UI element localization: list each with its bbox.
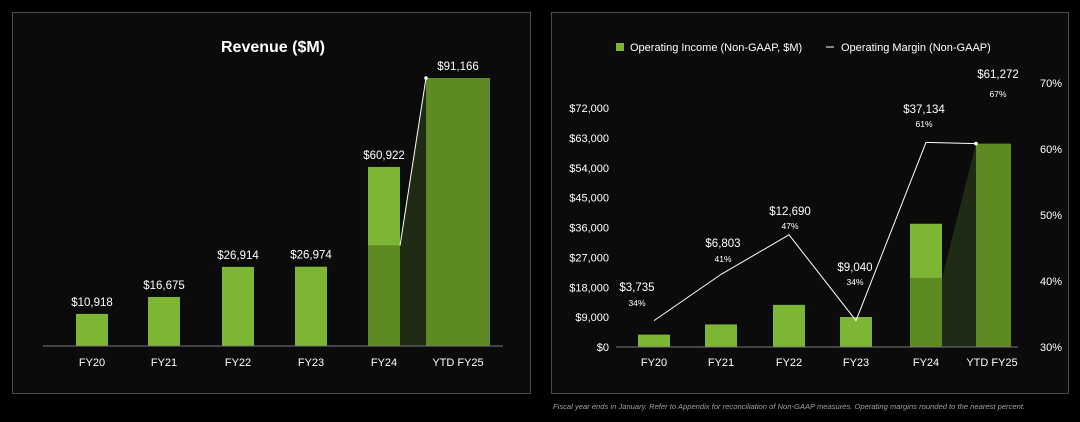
bar-ytd-fy25 (976, 143, 1011, 347)
bar-value-label: $26,914 (217, 250, 259, 262)
bar (705, 324, 737, 347)
bar (638, 334, 670, 347)
growth-line (399, 77, 427, 246)
y-left-tick-label: $9,000 (575, 312, 609, 324)
revenue-chart-panel: Revenue ($M) $10,918 FY20 $16,675 FY21 $26,91… (12, 12, 531, 394)
x-tick-label: FY24 (371, 357, 397, 369)
growth-shade (400, 78, 426, 346)
growth-line-end (424, 76, 428, 80)
bar-value-label: $91,166 (437, 61, 479, 73)
y-left-tick-label: $45,000 (569, 193, 609, 205)
bar (148, 296, 180, 346)
chart-title: Revenue ($M) (221, 39, 325, 56)
y-left-tick-label: $63,000 (569, 133, 609, 145)
bar (295, 266, 327, 346)
y-right-tick-label: 60% (1040, 144, 1062, 156)
operating-chart: Operating Income (Non-GAAP, $M) Operating… (569, 42, 1062, 369)
x-tick-label: YTD FY25 (432, 357, 483, 369)
bar-value-label: $9,040 (837, 262, 872, 274)
growth-shade (942, 143, 976, 347)
margin-value-label: 67% (989, 89, 1006, 99)
y-right-tick-label: 50% (1040, 210, 1062, 222)
bar-value-label: $16,675 (143, 280, 185, 292)
bar (773, 304, 805, 347)
x-tick-label: FY21 (151, 357, 177, 369)
x-tick-label: FY21 (708, 357, 734, 369)
operating-margin-line (653, 141, 977, 322)
x-tick-label: YTD FY25 (966, 357, 1017, 369)
legend-swatch-bar (616, 43, 624, 51)
margin-value-label: 41% (714, 254, 731, 264)
margin-value-label: 61% (915, 119, 932, 129)
operating-chart-panel: Operating Income (Non-GAAP, $M) Operating… (551, 12, 1069, 394)
x-tick-label: FY24 (913, 357, 939, 369)
legend-label-bar: Operating Income (Non-GAAP, $M) (630, 42, 802, 54)
bar-fy24-lower (910, 277, 942, 347)
y-left-tick-label: $54,000 (569, 163, 609, 175)
margin-point (974, 141, 978, 146)
margin-value-label: 34% (628, 298, 645, 308)
bar-fy24-upper (910, 223, 942, 278)
x-tick-label: FY23 (843, 357, 869, 369)
revenue-chart: Revenue ($M) $10,918 FY20 $16,675 FY21 $26,91… (43, 39, 503, 369)
y-left-tick-label: $36,000 (569, 223, 609, 235)
bar-value-label: $12,690 (769, 206, 811, 218)
y-right-tick-label: 70% (1040, 78, 1062, 90)
bar-value-label: $26,974 (290, 250, 332, 262)
y-right-tick-label: 40% (1040, 276, 1062, 288)
y-left-tick-label: $18,000 (569, 282, 609, 294)
bar (840, 316, 872, 347)
bar (222, 266, 254, 346)
footnote: Fiscal year ends in January. Refer to Ap… (553, 402, 1026, 411)
bar-ytd-fy25 (426, 78, 490, 346)
bar-value-label: $37,134 (903, 104, 945, 116)
bar-fy24-lower (368, 245, 400, 346)
x-tick-label: FY22 (225, 357, 251, 369)
x-tick-label: FY20 (641, 357, 667, 369)
x-tick-label: FY23 (298, 357, 324, 369)
y-left-tick-label: $72,000 (569, 103, 609, 115)
x-tick-label: FY22 (776, 357, 802, 369)
y-left-tick-label: $0 (597, 342, 609, 354)
legend-label-line: Operating Margin (Non-GAAP) (841, 42, 991, 54)
bar-value-label: $10,918 (71, 297, 113, 309)
bar-value-label: $60,922 (363, 150, 405, 162)
y-left-tick-label: $27,000 (569, 252, 609, 264)
bar (76, 313, 108, 346)
margin-value-label: 47% (781, 221, 798, 231)
x-tick-label: FY20 (79, 357, 105, 369)
bar-value-label: $6,803 (705, 238, 740, 250)
bar-value-label: $3,735 (619, 282, 654, 294)
margin-value-label: 34% (846, 277, 863, 287)
y-right-tick-label: 30% (1040, 342, 1062, 354)
bar-fy24-upper (368, 166, 400, 246)
bar-value-label: $61,272 (977, 69, 1019, 81)
